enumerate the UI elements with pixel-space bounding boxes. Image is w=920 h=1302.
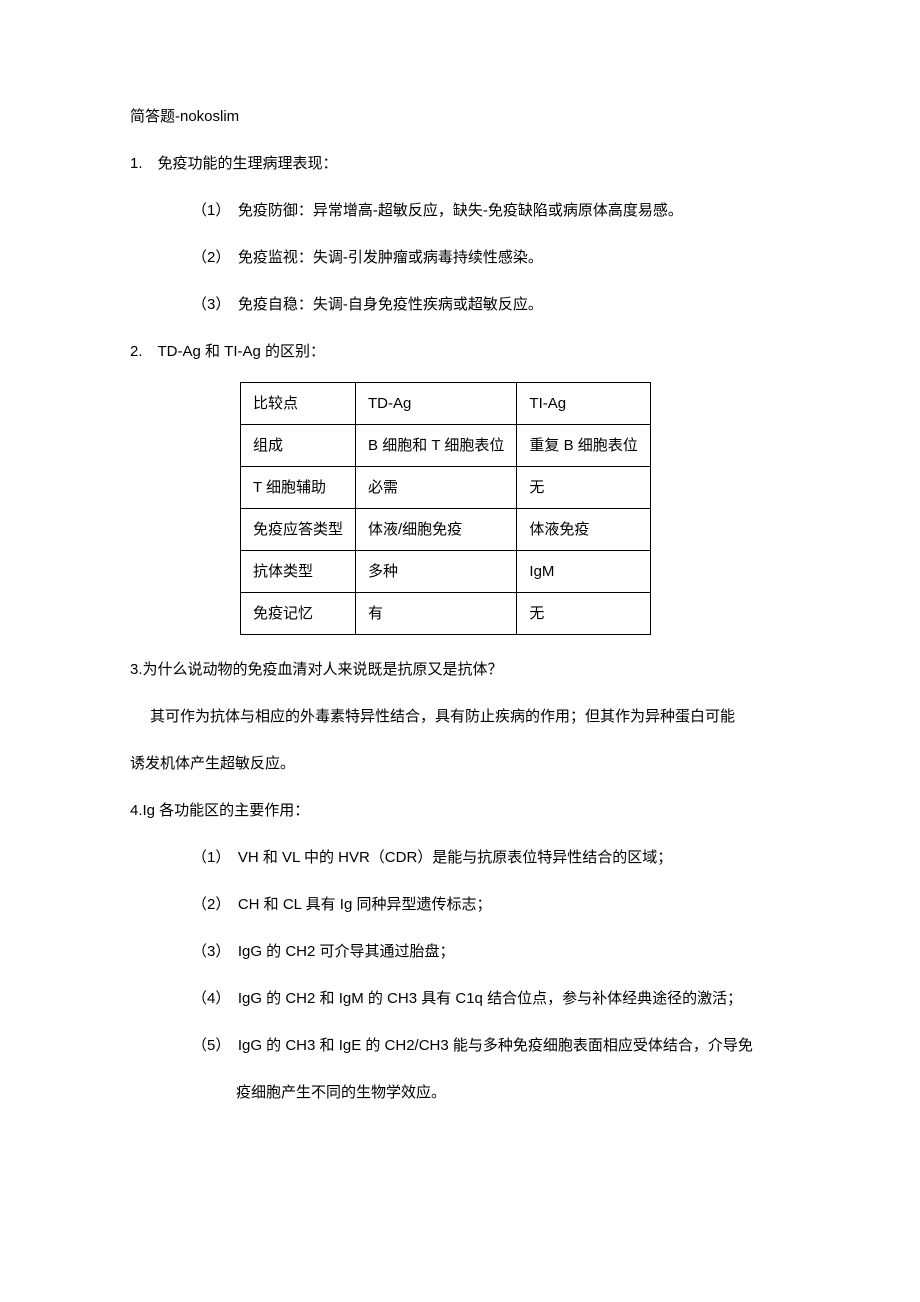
- table-cell: TD-Ag: [356, 383, 517, 425]
- table-cell: 抗体类型: [241, 551, 356, 593]
- table-cell: T 细胞辅助: [241, 467, 356, 509]
- table-row: 比较点 TD-Ag TI-Ag: [241, 383, 651, 425]
- q1-item-3: （3） 免疫自稳：失调-自身免疫性疾病或超敏反应。: [130, 288, 790, 321]
- table-cell: 无: [517, 593, 650, 635]
- q4-item-2: （2） CH 和 CL 具有 Ig 同种异型遗传标志；: [130, 888, 790, 921]
- q3-heading: 3.为什么说动物的免疫血清对人来说既是抗原又是抗体？: [130, 653, 790, 686]
- table-row: T 细胞辅助 必需 无: [241, 467, 651, 509]
- document-title: 简答题-nokoslim: [130, 100, 790, 133]
- comparison-table: 比较点 TD-Ag TI-Ag 组成 B 细胞和 T 细胞表位 重复 B 细胞表…: [240, 382, 651, 635]
- table-cell: 必需: [356, 467, 517, 509]
- table-cell: 免疫应答类型: [241, 509, 356, 551]
- table-row: 抗体类型 多种 IgM: [241, 551, 651, 593]
- q1-item-1: （1） 免疫防御：异常增高-超敏反应，缺失-免疫缺陷或病原体高度易感。: [130, 194, 790, 227]
- q3-paragraph-line1: 其可作为抗体与相应的外毒素特异性结合，具有防止疾病的作用；但其作为异种蛋白可能: [130, 700, 790, 733]
- table-cell: 免疫记忆: [241, 593, 356, 635]
- table-cell: 有: [356, 593, 517, 635]
- table-row: 组成 B 细胞和 T 细胞表位 重复 B 细胞表位: [241, 425, 651, 467]
- table-cell: 无: [517, 467, 650, 509]
- document-page: 简答题-nokoslim 1. 免疫功能的生理病理表现： （1） 免疫防御：异常…: [0, 0, 920, 1223]
- table-row: 免疫记忆 有 无: [241, 593, 651, 635]
- table-cell: 比较点: [241, 383, 356, 425]
- q4-item-5-line2: 疫细胞产生不同的生物学效应。: [130, 1076, 790, 1109]
- q4-item-5-line1: （5） IgG 的 CH3 和 IgE 的 CH2/CH3 能与多种免疫细胞表面…: [130, 1029, 790, 1062]
- table-row: 免疫应答类型 体液/细胞免疫 体液免疫: [241, 509, 651, 551]
- table-cell: IgM: [517, 551, 650, 593]
- q4-heading: 4.Ig 各功能区的主要作用：: [130, 794, 790, 827]
- q1-item-2: （2） 免疫监视：失调-引发肿瘤或病毒持续性感染。: [130, 241, 790, 274]
- table-cell: 体液/细胞免疫: [356, 509, 517, 551]
- table-cell: 组成: [241, 425, 356, 467]
- q1-heading: 1. 免疫功能的生理病理表现：: [130, 147, 790, 180]
- q4-item-3: （3） IgG 的 CH2 可介导其通过胎盘；: [130, 935, 790, 968]
- q4-item-4: （4） IgG 的 CH2 和 IgM 的 CH3 具有 C1q 结合位点，参与…: [130, 982, 790, 1015]
- q3-paragraph-line2: 诱发机体产生超敏反应。: [130, 747, 790, 780]
- table-cell: B 细胞和 T 细胞表位: [356, 425, 517, 467]
- q2-heading: 2. TD-Ag 和 TI-Ag 的区别：: [130, 335, 790, 368]
- table-cell: 重复 B 细胞表位: [517, 425, 650, 467]
- table-cell: TI-Ag: [517, 383, 650, 425]
- table-cell: 多种: [356, 551, 517, 593]
- q4-item-1: （1） VH 和 VL 中的 HVR（CDR）是能与抗原表位特异性结合的区域；: [130, 841, 790, 874]
- table-cell: 体液免疫: [517, 509, 650, 551]
